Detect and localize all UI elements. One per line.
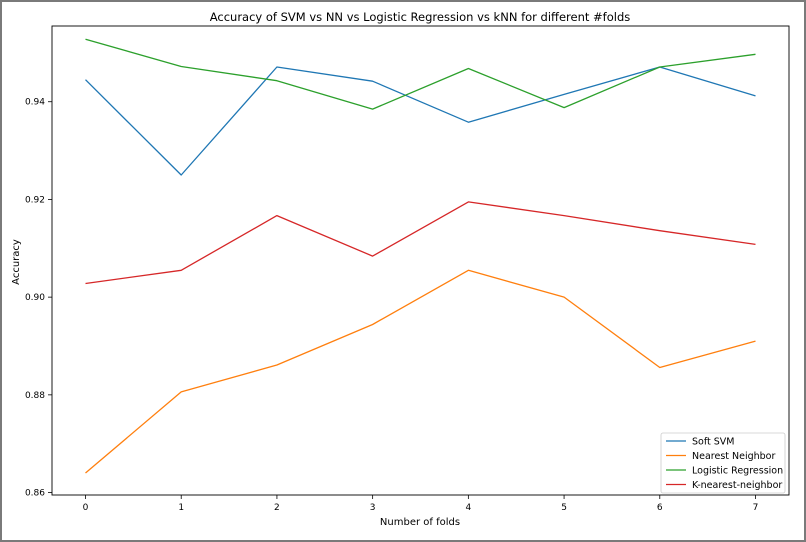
y-tick-label: 0.92 (25, 195, 45, 205)
y-tick-label: 0.90 (25, 293, 45, 303)
x-tick-label: 5 (561, 503, 567, 513)
chart-title: Accuracy of SVM vs NN vs Logistic Regres… (210, 10, 631, 24)
y-tick-label: 0.88 (25, 391, 45, 401)
x-tick-label: 6 (657, 503, 663, 513)
x-tick-label: 3 (370, 503, 376, 513)
y-axis-label: Accuracy (11, 239, 22, 285)
series-line-logistic-regression (85, 38, 756, 110)
plot-area (51, 25, 790, 496)
series-line-k-nearest-neighbor (85, 201, 756, 285)
axis-ticks: 0 1 2 3 4 5 6 7 0.86 0.88 0.90 0.92 0.94 (25, 98, 758, 513)
series-line-nearest-neighbor (85, 269, 756, 474)
x-tick-label: 0 (83, 503, 89, 513)
y-tick-label: 0.86 (25, 489, 45, 499)
legend-box (660, 432, 786, 494)
x-axis-label: Number of folds (380, 517, 460, 528)
legend-label: Logistic Regression (692, 466, 783, 477)
legend-label: Soft SVM (692, 437, 735, 448)
x-tick-label: 2 (274, 503, 280, 513)
x-tick-label: 7 (753, 503, 759, 513)
legend-label: Nearest Neighbor (692, 451, 775, 462)
x-tick-label: 4 (465, 503, 471, 513)
y-tick-label: 0.94 (25, 98, 45, 108)
legend: Soft SVM Nearest Neighbor Logistic Regress… (660, 432, 786, 494)
series-lines (85, 38, 756, 474)
x-tick-label: 1 (178, 503, 184, 513)
legend-label: K-nearest-neighbor (692, 480, 782, 491)
series-line-soft-svm (85, 66, 756, 176)
